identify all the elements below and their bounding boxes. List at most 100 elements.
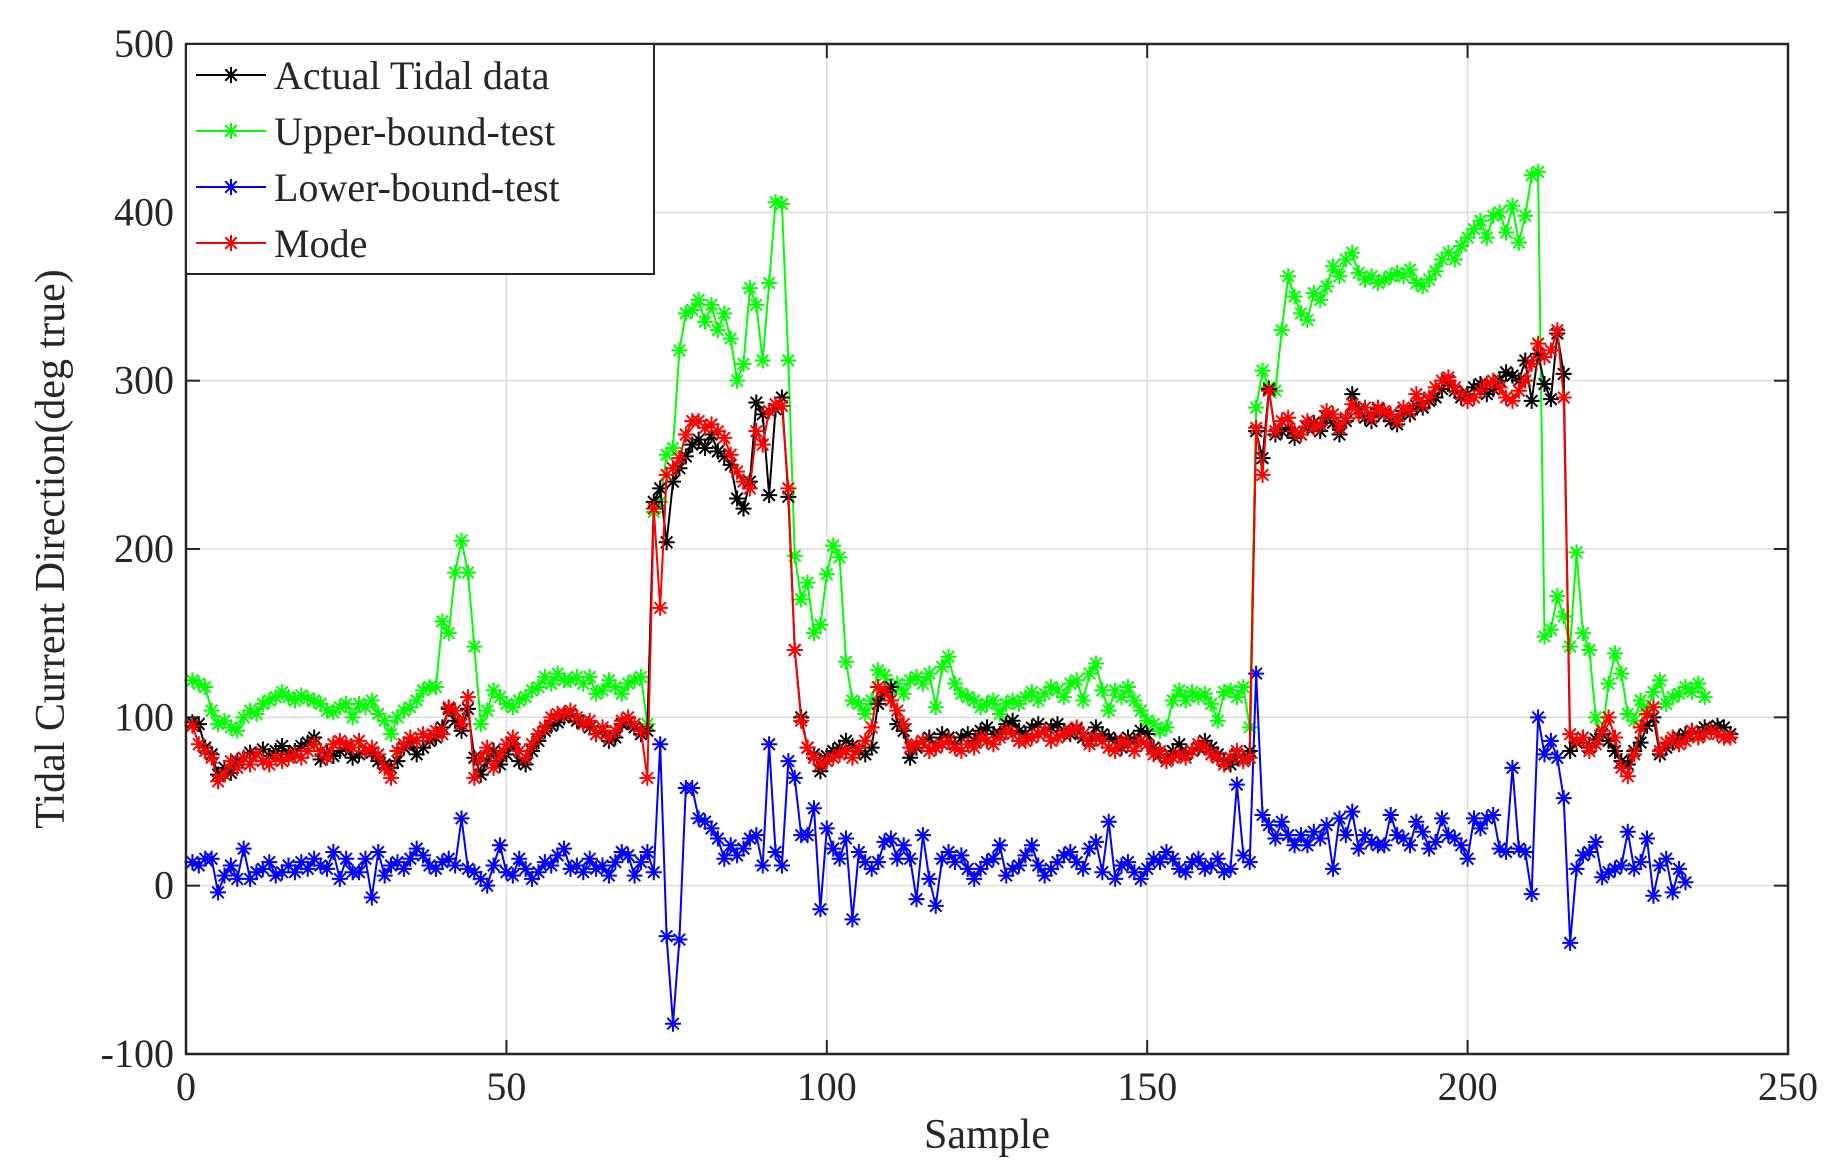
data-point-upper — [793, 591, 810, 608]
data-point-mode — [293, 749, 310, 766]
data-point-upper — [1337, 251, 1354, 268]
data-point-mode — [953, 743, 970, 759]
data-point-upper — [197, 679, 214, 696]
data-point-upper — [408, 692, 425, 709]
data-point-mode — [690, 413, 707, 430]
data-point-upper — [1011, 695, 1028, 712]
data-point-upper — [1126, 692, 1143, 709]
data-point-upper — [786, 547, 803, 564]
data-point-upper — [1023, 684, 1040, 701]
y-tick-label: 400 — [114, 189, 174, 234]
legend-item-upper[interactable]: Upper-bound-test — [196, 109, 555, 154]
data-point-upper — [780, 352, 797, 369]
data-point-mode — [1164, 749, 1181, 766]
data-point-lower — [857, 854, 874, 871]
data-point-mode — [1414, 396, 1431, 413]
data-point-mode — [934, 736, 951, 753]
data-point-lower — [1504, 759, 1521, 776]
data-point-lower — [363, 889, 380, 906]
data-point-upper — [895, 685, 912, 702]
data-point-mode — [1075, 726, 1092, 743]
data-point-upper — [459, 564, 476, 581]
data-point-upper — [491, 689, 508, 706]
data-point-lower — [1632, 854, 1649, 871]
data-point-upper — [1119, 679, 1136, 696]
data-point-upper — [953, 685, 970, 702]
data-point-lower — [1440, 827, 1457, 844]
data-point-lower — [1094, 864, 1111, 881]
data-point-actual — [1280, 419, 1297, 436]
data-point-upper — [812, 616, 829, 633]
data-point-upper — [1292, 305, 1309, 322]
data-point-mode — [370, 746, 387, 763]
data-point-mode — [985, 736, 1002, 753]
data-point-mode — [1152, 743, 1169, 759]
data-point-mode — [767, 396, 784, 413]
data-point-mode — [658, 466, 675, 483]
data-point-mode — [671, 450, 688, 467]
data-point-actual — [543, 717, 560, 734]
data-point-upper — [344, 709, 361, 726]
data-point-actual — [1536, 376, 1553, 393]
data-point-actual — [1344, 386, 1361, 403]
data-point-upper — [568, 668, 585, 685]
data-point-upper — [690, 291, 707, 308]
data-point-upper — [1081, 665, 1098, 682]
data-point-actual — [921, 729, 938, 746]
data-point-mode — [511, 743, 528, 759]
data-point-upper — [735, 355, 752, 372]
legend[interactable]: Actual Tidal data Upper-bound-test Lower… — [185, 43, 655, 275]
data-point-lower — [1260, 817, 1277, 834]
data-point-lower — [850, 844, 867, 860]
data-point-lower — [1600, 864, 1617, 881]
data-point-lower — [1196, 860, 1213, 877]
data-point-mode — [536, 719, 553, 736]
data-point-lower — [1139, 860, 1156, 877]
data-point-mode — [607, 722, 624, 739]
data-point-mode — [1043, 732, 1060, 749]
data-point-upper — [1517, 207, 1534, 224]
data-point-upper — [1414, 278, 1431, 295]
data-point-lower — [1292, 827, 1309, 844]
data-point-lower — [338, 850, 355, 867]
legend-item-mode[interactable]: Mode — [196, 221, 367, 266]
data-point-actual — [485, 743, 502, 759]
data-point-mode — [216, 766, 233, 783]
data-point-actual — [953, 729, 970, 746]
data-point-upper — [472, 716, 489, 733]
data-point-mode — [722, 446, 739, 463]
data-point-actual — [857, 746, 874, 763]
data-point-lower — [543, 857, 560, 874]
data-point-lower — [1427, 833, 1444, 850]
data-point-lower — [312, 857, 329, 874]
legend-item-lower[interactable]: Lower-bound-test — [196, 165, 560, 210]
data-point-mode — [1228, 743, 1245, 759]
data-point-actual — [389, 753, 406, 770]
data-point-lower — [415, 847, 432, 864]
data-point-lower — [1401, 837, 1418, 854]
data-point-upper — [1619, 705, 1636, 722]
data-point-mode — [415, 726, 432, 743]
data-point-upper — [1568, 544, 1585, 561]
data-point-lower — [1228, 776, 1245, 793]
data-point-lower — [466, 864, 483, 881]
data-point-upper — [1626, 712, 1643, 729]
data-point-upper — [1062, 675, 1079, 692]
series-mode — [184, 322, 1739, 790]
data-point-mode — [1081, 736, 1098, 753]
data-point-mode — [1542, 342, 1559, 359]
data-point-lower — [562, 860, 579, 877]
data-point-upper — [242, 702, 259, 719]
data-point-upper — [536, 668, 553, 685]
data-point-lower — [1658, 850, 1675, 867]
data-point-upper — [1427, 263, 1444, 280]
data-point-lower — [1305, 823, 1322, 840]
data-point-mode — [306, 736, 323, 753]
data-point-upper — [395, 702, 412, 719]
data-point-upper — [1222, 682, 1239, 699]
data-point-actual — [1049, 716, 1066, 733]
legend-item-actual[interactable]: Actual Tidal data — [196, 53, 550, 98]
data-point-lower — [799, 827, 816, 844]
data-point-actual — [1254, 450, 1271, 467]
data-point-upper — [331, 699, 348, 716]
